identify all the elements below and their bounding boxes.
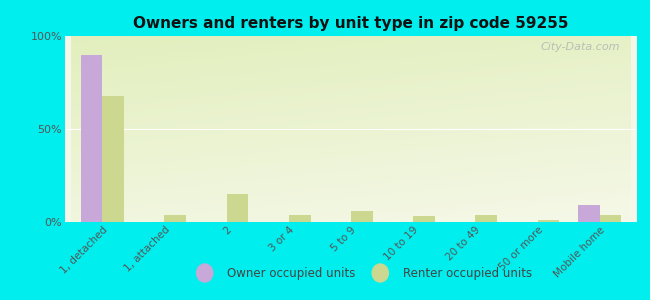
Bar xyxy=(102,95,124,222)
Title: Owners and renters by unit type in zip code 59255: Owners and renters by unit type in zip c… xyxy=(133,16,569,31)
Bar xyxy=(578,205,600,222)
Text: Owner occupied units: Owner occupied units xyxy=(227,266,356,280)
Ellipse shape xyxy=(372,264,389,282)
Ellipse shape xyxy=(196,264,213,282)
Bar xyxy=(164,214,187,222)
Text: City-Data.com: City-Data.com xyxy=(540,42,620,52)
Bar xyxy=(81,55,102,222)
Bar xyxy=(413,216,435,222)
Bar xyxy=(538,220,559,222)
Text: Renter occupied units: Renter occupied units xyxy=(403,266,532,280)
Bar xyxy=(289,214,311,222)
Bar xyxy=(351,211,372,222)
Bar xyxy=(600,214,621,222)
Bar xyxy=(227,194,248,222)
Bar xyxy=(475,214,497,222)
